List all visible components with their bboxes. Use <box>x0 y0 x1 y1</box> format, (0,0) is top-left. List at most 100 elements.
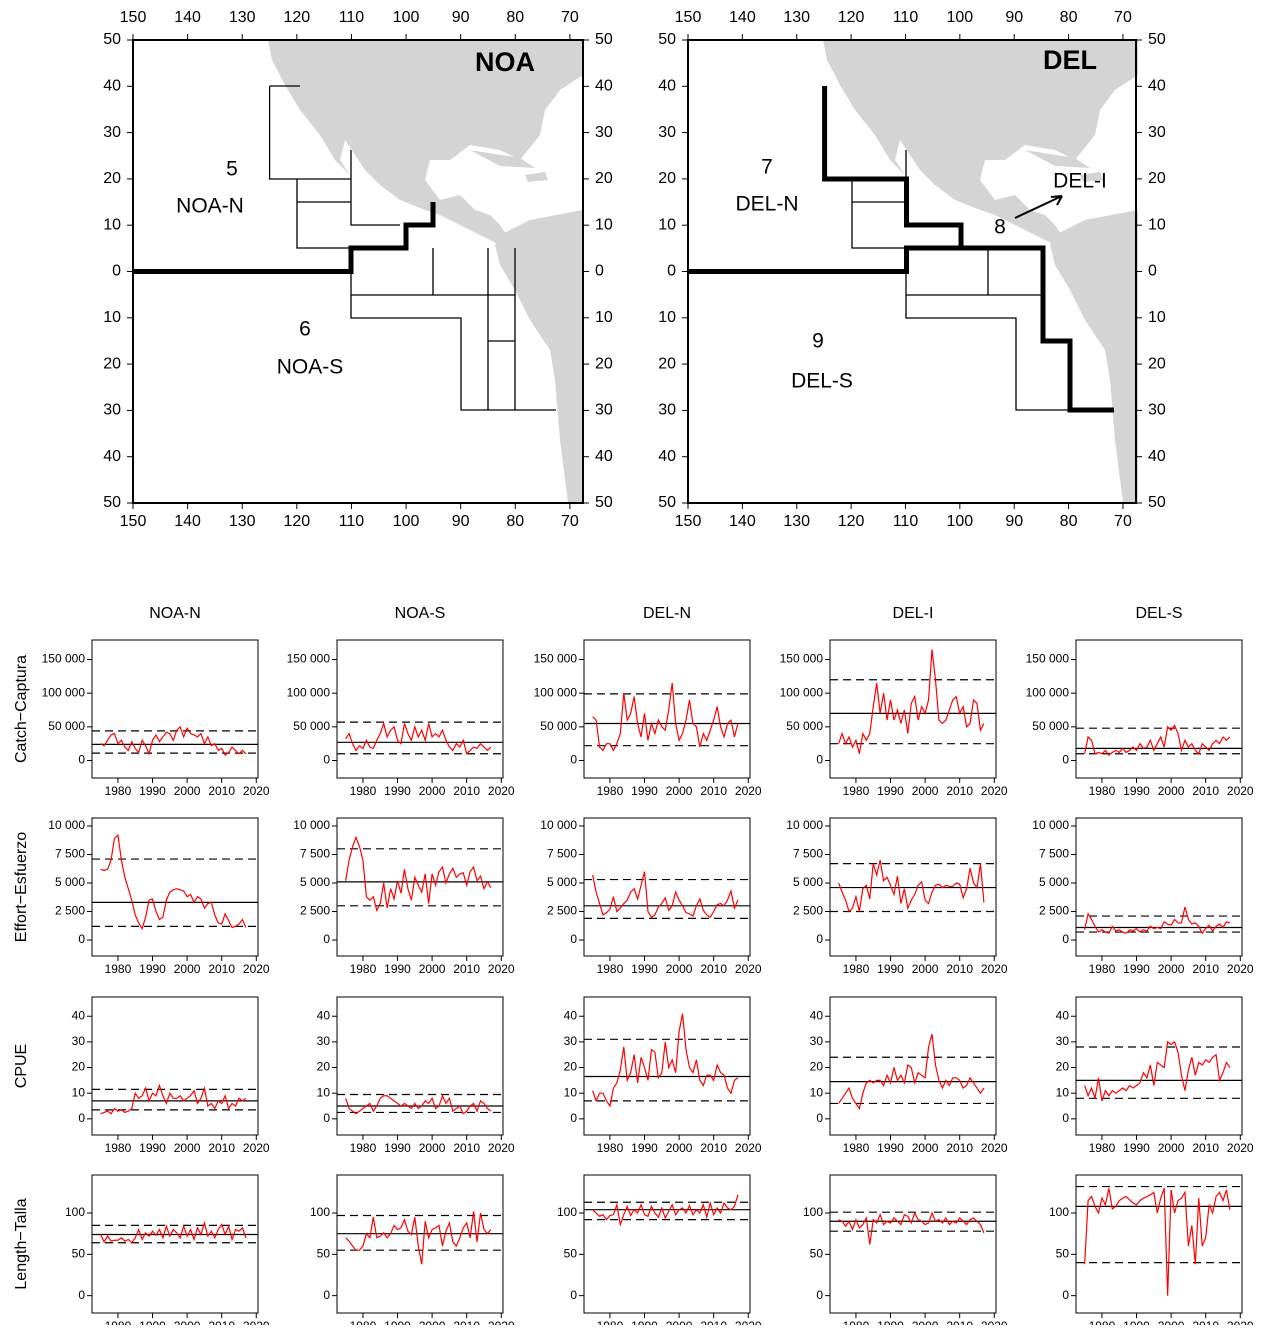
y-tick-label: 30 <box>595 402 613 419</box>
plot-frame <box>336 1174 504 1314</box>
y-tick-label: 20 <box>1056 1060 1070 1074</box>
plot-frame <box>1075 817 1243 957</box>
data-line <box>345 835 492 913</box>
y-tick-label: 30 <box>72 1034 86 1048</box>
x-tick-label: 2020 <box>981 1319 1008 1325</box>
plot-frame <box>829 996 997 1136</box>
y-tick-label: 100 <box>65 1205 85 1219</box>
x-tick-label: 1980 <box>1089 962 1116 976</box>
y-tick-label: 10 <box>72 1085 86 1099</box>
region-label: DEL-I <box>1053 170 1107 193</box>
y-tick-label: 50 <box>1148 31 1166 48</box>
y-tick-label: 50 <box>103 31 121 48</box>
y-tick-label: 30 <box>658 124 676 141</box>
plot-frame <box>583 996 751 1136</box>
y-tick-label: 10 <box>564 1085 578 1099</box>
data-line <box>1084 1040 1231 1102</box>
y-tick-label: 30 <box>1148 124 1166 141</box>
plot-frame <box>91 817 259 957</box>
y-tick-label: 40 <box>1148 448 1166 465</box>
x-tick-label: 1980 <box>843 784 870 798</box>
x-tick-label: 110 <box>339 513 365 530</box>
y-tick-label: 100 <box>310 1205 330 1219</box>
x-tick-label: 1990 <box>139 1141 166 1155</box>
y-tick-label: 50 000 <box>1032 719 1069 733</box>
plot-frame <box>91 1174 259 1314</box>
x-tick-label: 140 <box>729 513 756 530</box>
x-tick-label: 1980 <box>597 1319 624 1325</box>
data-line <box>1084 906 1231 935</box>
data-line <box>1084 1188 1231 1296</box>
plot-frame <box>829 639 997 779</box>
x-tick-label: 1990 <box>877 1141 904 1155</box>
y-tick-label: 10 000 <box>48 818 85 832</box>
y-tick-label: 150 000 <box>534 652 578 666</box>
x-tick-label: 2000 <box>419 784 446 798</box>
y-tick-label: 10 <box>595 309 613 326</box>
y-tick-label: 100 000 <box>780 685 824 699</box>
y-tick-label: 0 <box>1148 263 1157 280</box>
y-tick-label: 40 <box>810 1008 824 1022</box>
y-tick-label: 20 <box>317 1060 331 1074</box>
x-tick-label: 1980 <box>597 784 624 798</box>
x-tick-label: 1990 <box>384 1141 411 1155</box>
y-tick-label: 2 500 <box>55 904 85 918</box>
x-tick-label: 1980 <box>843 1319 870 1325</box>
y-tick-label: 20 <box>658 170 676 187</box>
x-tick-label: 2020 <box>1227 962 1254 976</box>
x-tick-label: 1990 <box>631 1319 658 1325</box>
y-tick-label: 7 500 <box>55 847 85 861</box>
data-line <box>592 1013 739 1108</box>
plot-frame <box>336 996 504 1136</box>
y-tick-label: 0 <box>1062 1288 1069 1302</box>
y-tick-label: 7 500 <box>300 847 330 861</box>
y-tick-label: 50 <box>72 1247 86 1261</box>
y-tick-label: 0 <box>1062 1111 1069 1125</box>
x-tick-label: 2020 <box>243 784 270 798</box>
y-tick-label: 40 <box>564 1008 578 1022</box>
y-tick-label: 5 000 <box>793 875 823 889</box>
data-line <box>838 860 985 913</box>
plot-frame <box>1075 996 1243 1136</box>
x-tick-label: 2020 <box>981 1141 1008 1155</box>
column-title: NOA-S <box>395 605 446 622</box>
region-number: 9 <box>812 330 824 353</box>
row-title: Catch−Captura <box>13 655 30 763</box>
y-tick-label: 30 <box>1148 402 1166 419</box>
x-tick-label: 2000 <box>912 1141 939 1155</box>
x-tick-label: 2020 <box>735 962 762 976</box>
y-tick-label: 5 000 <box>55 875 85 889</box>
x-tick-label: 1980 <box>105 1319 132 1325</box>
x-tick-label: 2000 <box>1158 1141 1185 1155</box>
x-tick-label: 1990 <box>384 962 411 976</box>
y-tick-label: 10 <box>103 309 121 326</box>
x-tick-label: 2000 <box>666 784 693 798</box>
x-tick-label: 120 <box>838 9 865 26</box>
x-tick-label: 70 <box>561 513 579 530</box>
x-tick-label: 2010 <box>946 962 973 976</box>
x-tick-label: 1990 <box>631 784 658 798</box>
x-tick-label: 2010 <box>453 784 480 798</box>
x-tick-label: 90 <box>1005 9 1023 26</box>
y-tick-label: 0 <box>816 1288 823 1302</box>
x-tick-label: 130 <box>229 9 256 26</box>
y-tick-label: 150 000 <box>1026 652 1070 666</box>
y-tick-label: 10 <box>658 216 676 233</box>
y-tick-label: 40 <box>658 448 676 465</box>
y-tick-label: 40 <box>595 78 613 95</box>
y-tick-label: 30 <box>658 402 676 419</box>
x-tick-label: 2010 <box>1192 784 1219 798</box>
y-tick-label: 0 <box>78 932 85 946</box>
y-tick-label: 50 000 <box>540 719 577 733</box>
data-line <box>100 833 247 931</box>
data-line <box>592 871 739 919</box>
x-tick-label: 1990 <box>1123 1319 1150 1325</box>
x-tick-label: 70 <box>561 9 579 26</box>
y-tick-label: 7 500 <box>1039 847 1069 861</box>
x-tick-label: 130 <box>229 513 256 530</box>
x-tick-label: 2000 <box>419 1141 446 1155</box>
y-tick-label: 40 <box>658 78 676 95</box>
map-del: DEL 7 DEL-N DEL-I 8 9 DEL-S <box>687 39 1138 504</box>
x-tick-label: 2020 <box>735 784 762 798</box>
x-tick-label: 2010 <box>208 1141 235 1155</box>
